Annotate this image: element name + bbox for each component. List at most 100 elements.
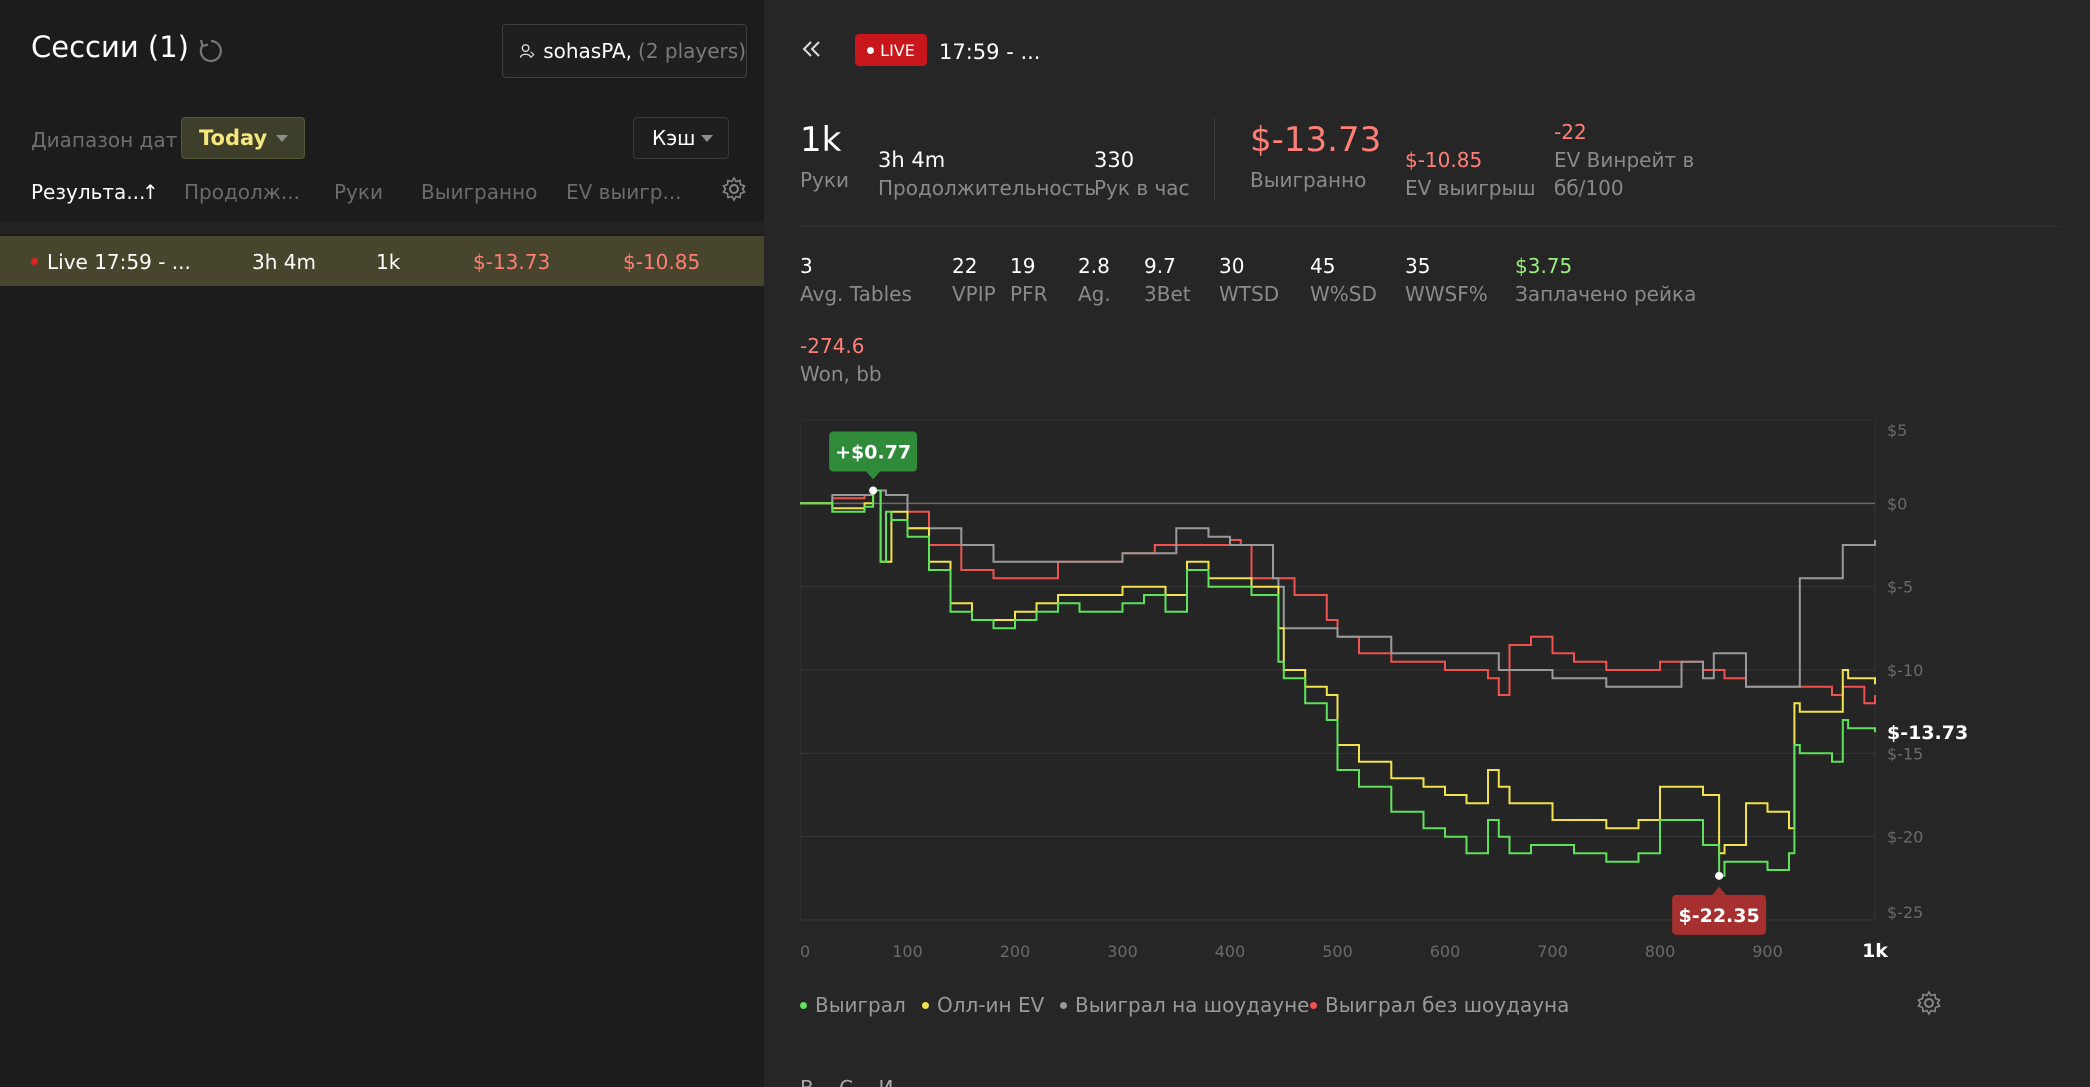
ev-won-label: EV выигрыш [1405,176,1536,200]
x-tick-label: 500 [1322,942,1353,961]
sessions-title: Сессии (1) [31,30,189,64]
hands-per-hour-value: 330 [1094,148,1135,172]
chart-settings-gear-icon[interactable] [1916,990,1942,1016]
x-tick-label: 200 [1000,942,1031,961]
min-annotation-box [1672,894,1767,935]
refresh-icon[interactable] [196,36,226,66]
player-count: (2 players) [638,39,746,63]
legend-dot [922,1001,929,1009]
stats-divider [1214,118,1215,200]
live-badge: LIVE [855,34,927,66]
x-tick-label: 900 [1752,942,1783,961]
legend-label: Олл-ин EV [937,993,1045,1017]
column-header-won[interactable]: Выигранно [421,180,538,204]
y-tick-label: $-20 [1887,828,1923,847]
hands-label: Руки [800,168,849,192]
x-tick-label: 400 [1215,942,1246,961]
legend-item-non-showdown[interactable]: Выиграл без шоудауна [1310,993,1569,1017]
live-dot-icon [867,46,875,54]
x-tick-label: 800 [1645,942,1676,961]
stat-label: Avg. Tables [800,282,912,306]
stat-value: 35 [1405,254,1431,278]
x-tick-label: 700 [1537,942,1568,961]
session-title: 17:59 - ... [939,40,1041,64]
y-tick-label: $0 [1887,494,1907,513]
stat-value: 30 [1219,254,1245,278]
live-badge-label: LIVE [880,40,915,60]
session-detail-panel: LIVE 17:59 - ... 1k Руки 3h 4m Продолжит… [764,0,2090,1087]
won-bb-value: -274.6 [800,334,865,358]
stat-value: 19 [1010,254,1036,278]
duration-label: Продолжительность [878,176,1097,200]
max-annotation-pointer [866,471,881,480]
y-tick-label: $-25 [1887,903,1923,922]
min-point [1715,871,1724,880]
player-selector-button[interactable]: sohasPA, (2 players) [502,24,747,78]
session-ev-won: $-10.85 [623,250,701,274]
stat-label: W%SD [1310,282,1377,306]
stat-value: 22 [952,254,978,278]
won-label: Выигранно [1250,168,1367,192]
legend-item-showdown[interactable]: Выиграл на шоудауне [1060,993,1309,1017]
winnings-chart: $5 $0 $-5 $-10 $-15 $-20 $-25 0 100 200 300 400 500 6… [800,420,1968,962]
duration-value: 3h 4m [878,148,946,172]
won-bb-label: Won, bb [800,362,882,386]
column-header-ev-won[interactable]: EV выигр... [566,180,682,204]
y-tick-label: $-5 [1887,578,1913,597]
stat-label: 3Bet [1144,282,1191,306]
stat-value: $3.75 [1515,254,1573,278]
stat-label: Ag. [1078,282,1111,306]
min-annotation-pointer [1712,886,1727,895]
ev-winrate-unit: бб/100 [1554,176,1624,200]
user-icon [519,44,535,59]
double-chevron-left-icon[interactable] [800,38,824,60]
stat-label: WWSF% [1405,282,1488,306]
hands-value: 1k [800,120,842,160]
hands-per-hour-label: Рук в час [1094,176,1190,200]
ev-won-value: $-10.85 [1405,148,1483,172]
legend-item-won[interactable]: Выиграл [800,993,906,1017]
sort-arrow-icon[interactable]: ↑ [142,180,159,204]
player-name: sohasPA, [543,39,633,63]
min-annotation-label: $-22.35 [1679,905,1760,927]
legend-item-allin-ev[interactable]: Олл-ин EV [922,993,1044,1017]
max-point [869,486,878,495]
series-line [800,489,1876,688]
bottom-tabs[interactable]: В... С... И... [800,1076,913,1087]
column-header-duration[interactable]: Продолж... [184,180,300,204]
legend-dot [1060,1001,1067,1009]
session-row[interactable]: Live 17:59 - ... 3h 4m 1k $-13.73 $-10.8… [0,236,764,286]
session-won: $-13.73 [473,250,551,274]
stat-value: 3 [800,254,813,278]
legend-dot [800,1001,807,1009]
stat-value: 2.8 [1078,254,1110,278]
stat-value: 45 [1310,254,1336,278]
series-line [800,489,1876,877]
session-hands: 1k [376,250,401,274]
y-tick-label: $-15 [1887,744,1923,763]
legend-label: Выиграл [815,993,906,1017]
date-range-label: Диапазон дат [31,128,178,152]
ev-winrate-label: EV Винрейт в [1554,148,1695,172]
y-tick-label: $5 [1887,421,1907,440]
session-duration: 3h 4m [252,250,316,274]
date-range-value: Today [199,126,268,150]
game-type-value: Кэш [652,126,696,150]
max-annotation-label: +$0.77 [835,442,911,464]
column-header-hands[interactable]: Руки [334,180,383,204]
legend-dot [1310,1001,1317,1009]
column-header-result[interactable]: Результа... [31,180,146,204]
legend-label: Выиграл на шоудауне [1075,993,1310,1017]
end-value-label: $-13.73 [1887,722,1968,744]
stat-label: PFR [1010,282,1048,306]
ev-winrate-value: -22 [1554,120,1587,144]
game-type-dropdown[interactable]: Кэш [633,117,729,159]
won-value: $-13.73 [1250,120,1382,160]
stat-label: Заплачено рейка [1515,282,1697,306]
session-name: Live 17:59 - ... [47,250,191,274]
gear-icon[interactable] [721,176,747,202]
x-tick-label: 600 [1430,942,1461,961]
stat-label: WTSD [1219,282,1280,306]
date-range-dropdown[interactable]: Today [181,117,305,159]
header-divider [0,222,764,234]
